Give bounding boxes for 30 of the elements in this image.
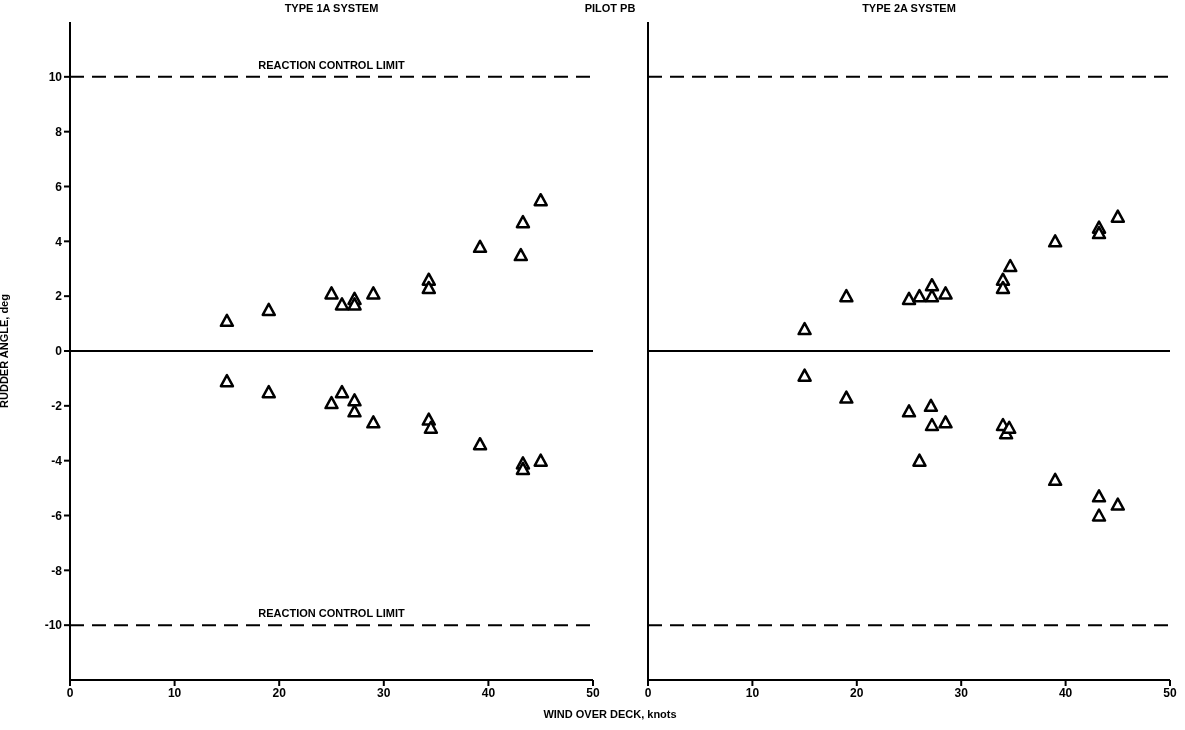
x-tick-label: 30 — [377, 685, 391, 700]
y-tick-label: 4 — [55, 234, 63, 249]
y-tick-label: -2 — [51, 399, 63, 414]
x-tick-label: 0 — [66, 685, 74, 700]
ref-line-label: REACTION CONTROL LIMIT — [258, 58, 405, 71]
y-tick-label: -10 — [44, 618, 63, 633]
y-tick-label: -6 — [51, 508, 63, 523]
chart-title: TYPE 1A SYSTEM — [284, 2, 379, 14]
x-tick-label: 10 — [167, 685, 182, 700]
y-tick-label: 0 — [55, 344, 63, 359]
x-tick-label: 40 — [481, 685, 496, 700]
x-axis-title: WIND OVER DECK, knots — [542, 708, 678, 720]
x-tick-label: 10 — [745, 685, 760, 700]
x-tick-label: 0 — [644, 685, 652, 700]
y-tick-label: 8 — [55, 124, 63, 139]
x-tick-label: 30 — [954, 685, 969, 700]
y-tick-label: 2 — [55, 289, 63, 304]
y-axis-title: RUDDER ANGLE, deg — [0, 294, 10, 408]
chart-subtitle: PILOT PB — [583, 2, 637, 14]
y-tick-label: 6 — [55, 179, 63, 194]
ref-line-label: REACTION CONTROL LIMIT — [258, 607, 405, 620]
y-tick-label: -8 — [51, 563, 63, 578]
x-tick-label: 40 — [1058, 685, 1073, 700]
x-tick-label: 20 — [850, 685, 864, 700]
x-tick-label: 50 — [1163, 685, 1177, 700]
chart-title: TYPE 2A SYSTEM — [861, 2, 957, 14]
y-tick-label: 10 — [48, 70, 63, 85]
x-tick-label: 20 — [272, 685, 287, 700]
x-tick-label: 50 — [586, 685, 600, 700]
y-tick-label: -4 — [51, 453, 63, 468]
